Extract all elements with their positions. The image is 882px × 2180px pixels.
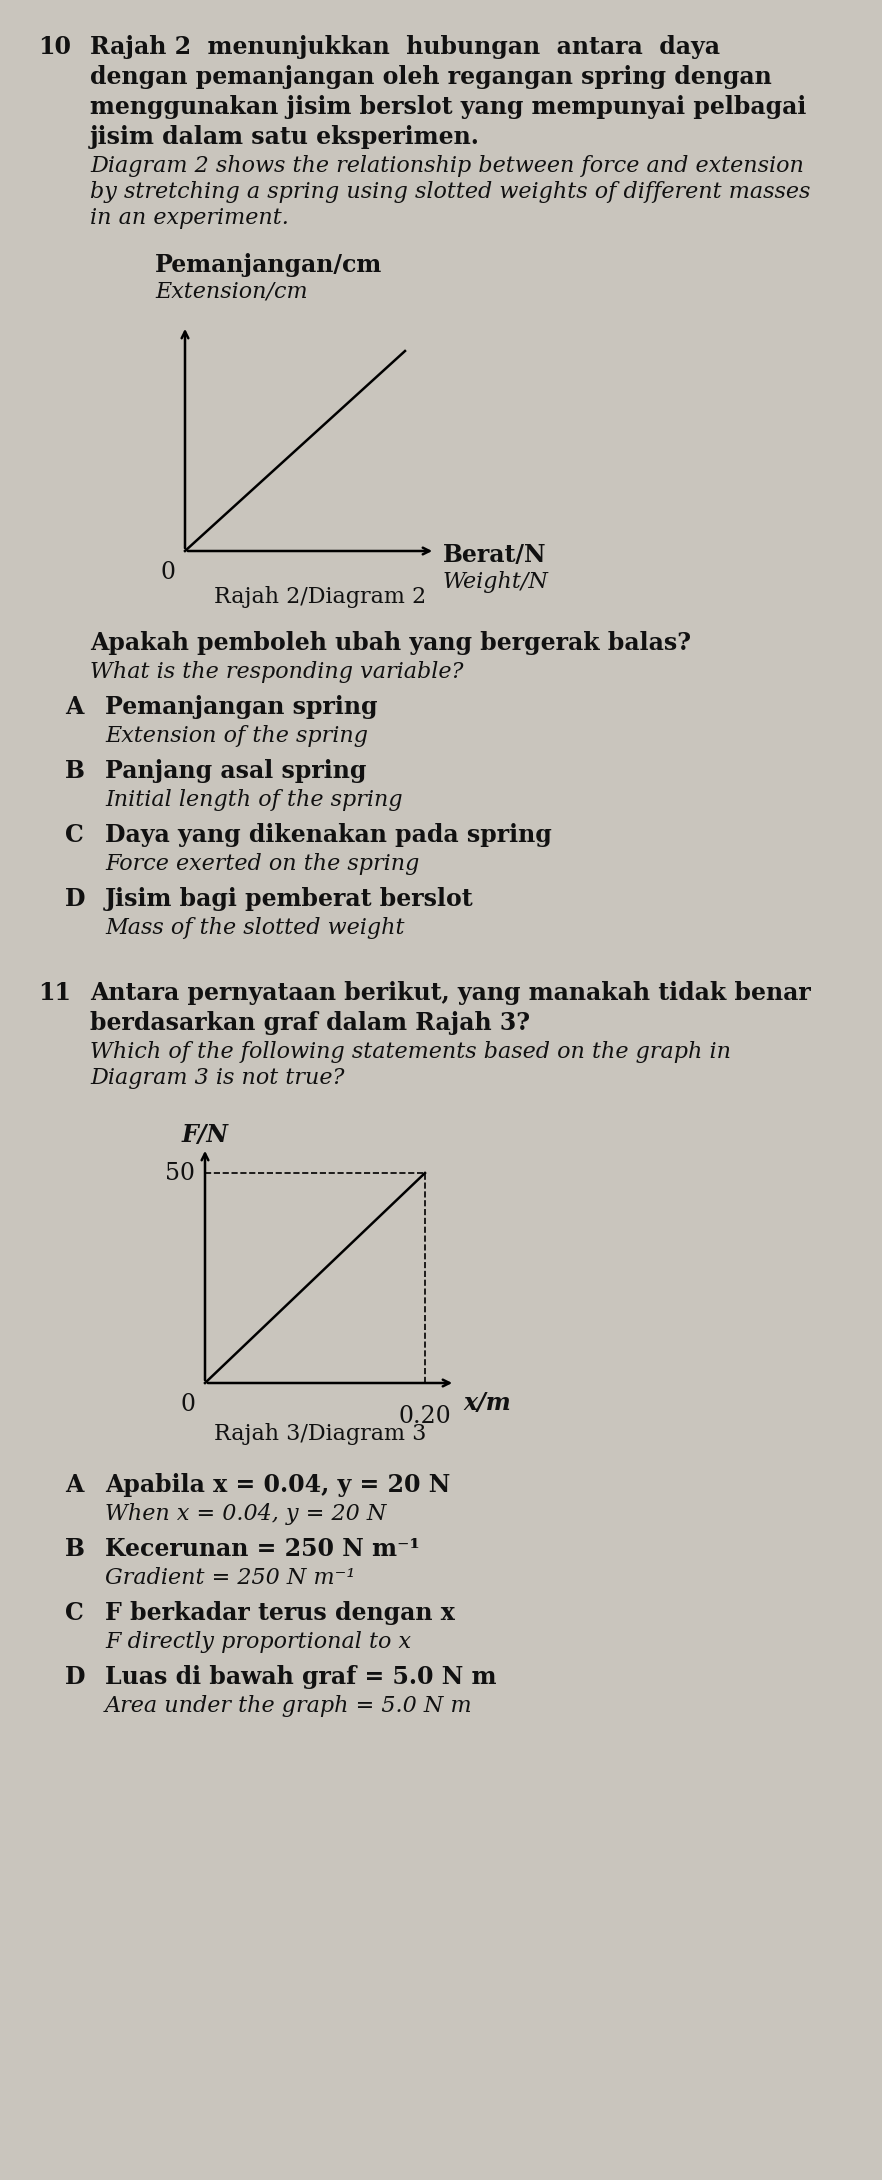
Text: 0: 0: [160, 560, 175, 584]
Text: in an experiment.: in an experiment.: [90, 207, 289, 229]
Text: B: B: [65, 759, 85, 783]
Text: Panjang asal spring: Panjang asal spring: [105, 759, 366, 783]
Text: C: C: [65, 824, 84, 848]
Text: D: D: [65, 887, 86, 911]
Text: F berkadar terus dengan x: F berkadar terus dengan x: [105, 1600, 455, 1624]
Text: F directly proportional to x: F directly proportional to x: [105, 1631, 411, 1652]
Text: 0.20: 0.20: [399, 1404, 452, 1428]
Text: 10: 10: [38, 35, 71, 59]
Text: Apabila x = 0.04, y = 20 N: Apabila x = 0.04, y = 20 N: [105, 1474, 451, 1498]
Text: Daya yang dikenakan pada spring: Daya yang dikenakan pada spring: [105, 824, 552, 848]
Text: Extension of the spring: Extension of the spring: [105, 726, 368, 748]
Text: A: A: [65, 1474, 84, 1498]
Text: What is the responding variable?: What is the responding variable?: [90, 661, 463, 682]
Text: Pemanjangan/cm: Pemanjangan/cm: [155, 253, 382, 277]
Text: 50: 50: [165, 1162, 195, 1184]
Text: Antara pernyataan berikut, yang manakah tidak benar: Antara pernyataan berikut, yang manakah …: [90, 981, 811, 1005]
Text: Force exerted on the spring: Force exerted on the spring: [105, 852, 419, 874]
Text: x/m: x/m: [463, 1391, 511, 1415]
Text: Rajah 3/Diagram 3: Rajah 3/Diagram 3: [213, 1424, 426, 1445]
Text: Weight/N: Weight/N: [443, 571, 549, 593]
Text: Jisim bagi pemberat berslot: Jisim bagi pemberat berslot: [105, 887, 474, 911]
Text: C: C: [65, 1600, 84, 1624]
Text: menggunakan jisim berslot yang mempunyai pelbagai: menggunakan jisim berslot yang mempunyai…: [90, 96, 806, 120]
Text: Mass of the slotted weight: Mass of the slotted weight: [105, 918, 405, 940]
Text: Initial length of the spring: Initial length of the spring: [105, 789, 402, 811]
Text: Area under the graph = 5.0 N m: Area under the graph = 5.0 N m: [105, 1696, 473, 1718]
Text: Rajah 2/Diagram 2: Rajah 2/Diagram 2: [214, 586, 426, 608]
Text: Extension/cm: Extension/cm: [155, 281, 308, 303]
Text: Berat/N: Berat/N: [443, 543, 547, 567]
Text: When x = 0.04, y = 20 N: When x = 0.04, y = 20 N: [105, 1502, 386, 1526]
Text: Luas di bawah graf = 5.0 N m: Luas di bawah graf = 5.0 N m: [105, 1666, 497, 1690]
Text: 0: 0: [180, 1393, 195, 1417]
Text: dengan pemanjangan oleh regangan spring dengan: dengan pemanjangan oleh regangan spring …: [90, 65, 772, 89]
Text: Which of the following statements based on the graph in: Which of the following statements based …: [90, 1042, 731, 1064]
Text: D: D: [65, 1666, 86, 1690]
Text: jisim dalam satu eksperimen.: jisim dalam satu eksperimen.: [90, 124, 480, 148]
Text: by stretching a spring using slotted weights of different masses: by stretching a spring using slotted wei…: [90, 181, 811, 203]
Text: Kecerunan = 250 N m⁻¹: Kecerunan = 250 N m⁻¹: [105, 1537, 420, 1561]
Text: B: B: [65, 1537, 85, 1561]
Text: Diagram 3 is not true?: Diagram 3 is not true?: [90, 1066, 344, 1090]
Text: Gradient = 250 N m⁻¹: Gradient = 250 N m⁻¹: [105, 1567, 355, 1589]
Text: A: A: [65, 695, 84, 719]
Text: Pemanjangan spring: Pemanjangan spring: [105, 695, 377, 719]
Text: 11: 11: [38, 981, 71, 1005]
Text: Apakah pemboleh ubah yang bergerak balas?: Apakah pemboleh ubah yang bergerak balas…: [90, 630, 691, 654]
Text: Rajah 2  menunjukkan  hubungan  antara  daya: Rajah 2 menunjukkan hubungan antara daya: [90, 35, 720, 59]
Text: berdasarkan graf dalam Rajah 3?: berdasarkan graf dalam Rajah 3?: [90, 1012, 530, 1036]
Text: F/N: F/N: [182, 1123, 228, 1147]
Text: Diagram 2 shows the relationship between force and extension: Diagram 2 shows the relationship between…: [90, 155, 804, 177]
